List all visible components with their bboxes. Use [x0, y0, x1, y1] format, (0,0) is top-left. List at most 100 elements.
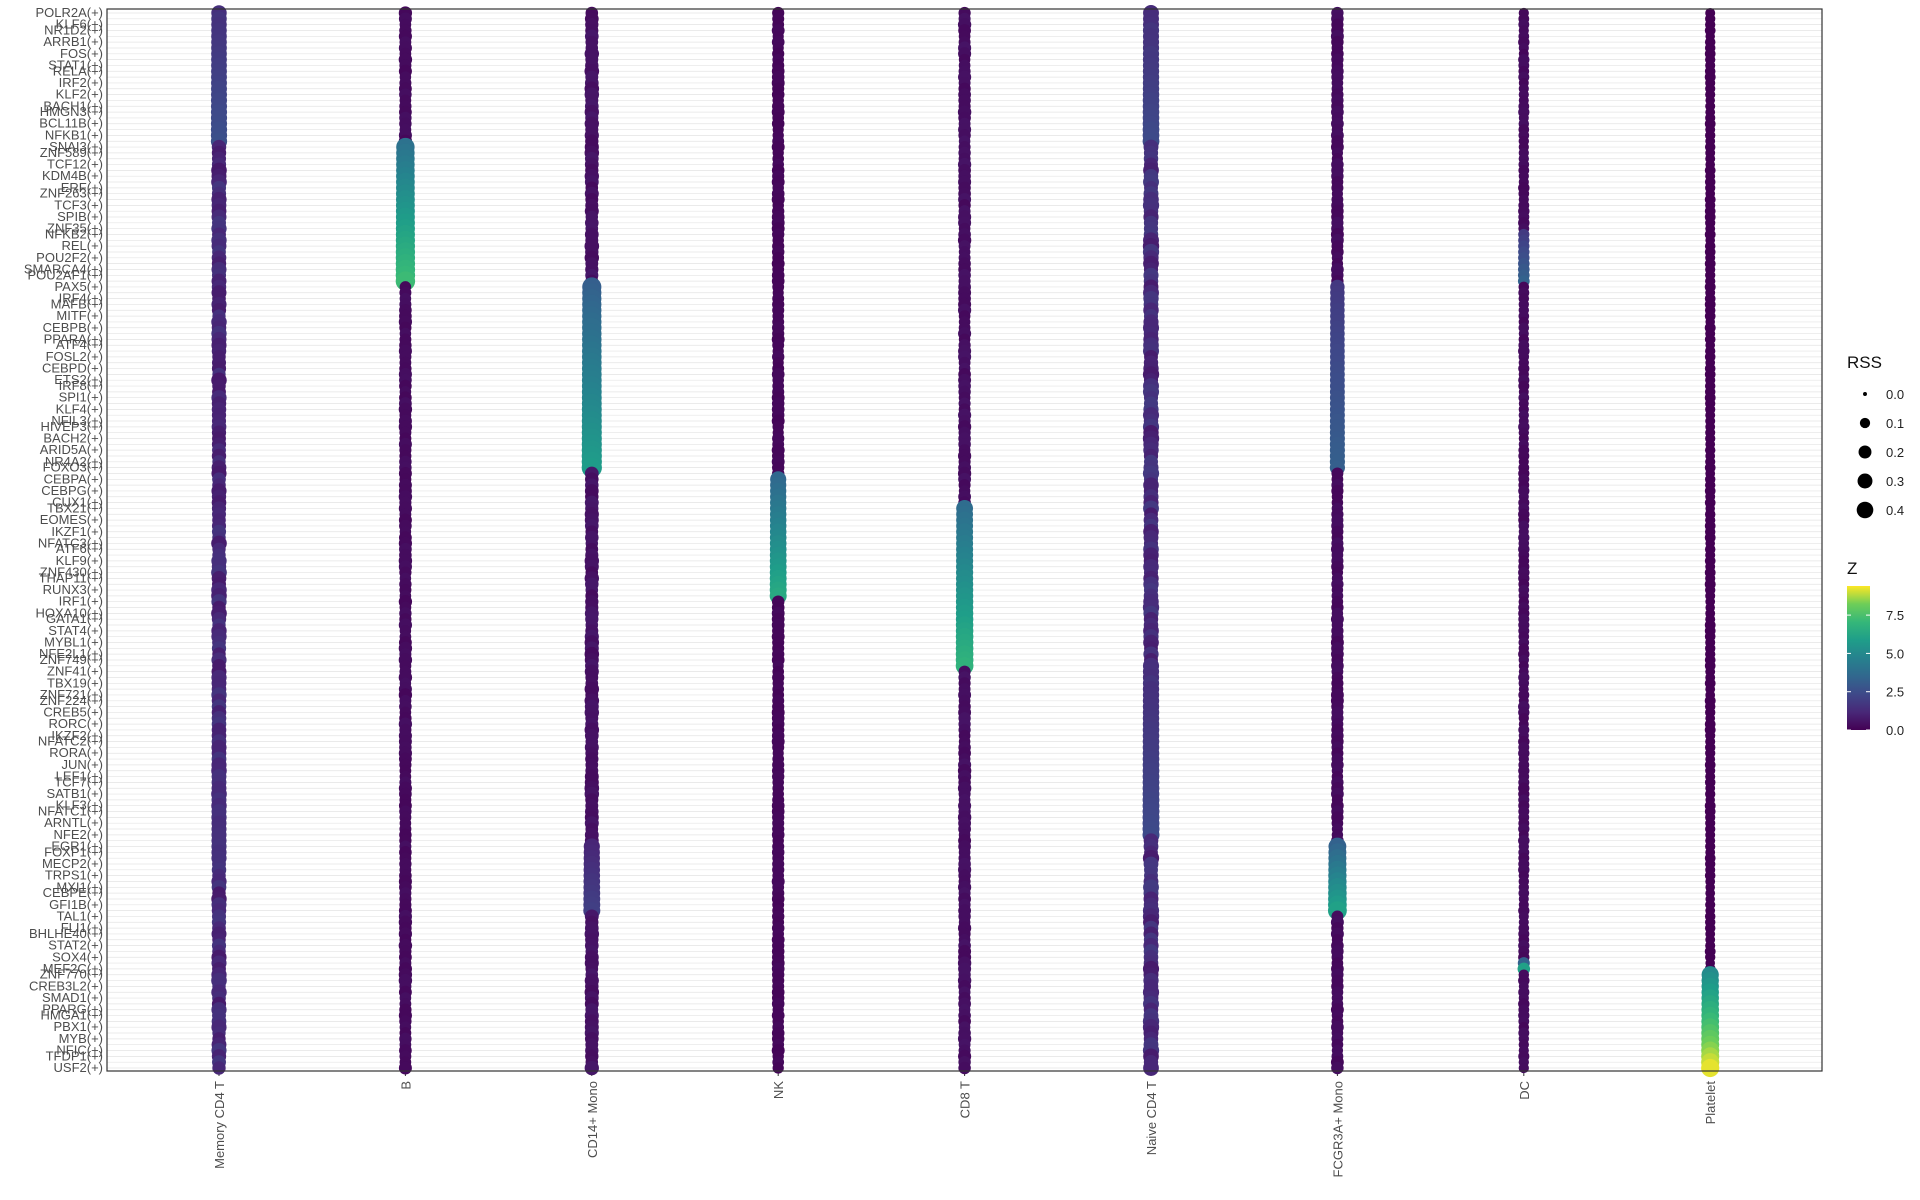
y-tick-label: BACH2(+) [43, 430, 103, 445]
size-legend-label: 0.2 [1886, 445, 1904, 460]
y-tick-label: RORC(+) [48, 716, 103, 731]
y-tick-label: ZNF263(+) [40, 186, 103, 201]
color-legend-title: Z [1847, 559, 1857, 578]
y-tick-label: FOXO3(+) [43, 460, 103, 475]
y-tick-label: NR4A2(+) [45, 454, 103, 469]
color-legend-label: 7.5 [1886, 608, 1904, 623]
y-tick-label: STAT4(+) [48, 623, 103, 638]
y-tick-label: CEBPA(+) [44, 471, 103, 486]
y-tick-label: IRF1(+) [59, 594, 103, 609]
data-point [1518, 1062, 1529, 1074]
data-point [398, 1061, 412, 1075]
panel-border [106, 8, 1823, 1072]
y-tick-label: MXI1(+) [56, 879, 103, 894]
y-tick-label: LEF1(+) [56, 769, 103, 784]
data-point [584, 1060, 599, 1076]
y-tick-label: MYBL1(+) [44, 635, 103, 650]
y-tick-label: POU2AF1(+) [28, 267, 104, 282]
x-tick-label: FCGR3A+ Mono [1330, 1081, 1345, 1177]
y-tick-label: JUN(+) [61, 757, 103, 772]
y-tick-label: ETS2(+) [54, 372, 103, 387]
y-tick-labels: POLR2A(+)KLF6(+)NR1D2(+)ARRB1(+)FOS(+)ST… [24, 5, 103, 1075]
y-tick-label: SNAI3(+) [49, 139, 103, 154]
y-tick-label: RELA(+) [53, 63, 103, 78]
y-tick-label: ZNF224(+) [40, 693, 103, 708]
y-tick-label: ATF4(+) [56, 337, 103, 352]
x-tick-label: Platelet [1703, 1081, 1718, 1125]
y-tick-label: ERF(+) [61, 180, 103, 195]
y-tick-label: ARRB1(+) [43, 34, 103, 49]
y-tick-label: NFE2L1(+) [39, 646, 103, 661]
y-tick-label: KLF6(+) [56, 17, 103, 32]
size-legend-label: 0.3 [1886, 474, 1904, 489]
y-tick-label: BHLHE40(+) [29, 926, 103, 941]
y-tick-label: STAT2(+) [48, 938, 103, 953]
y-tick-label: POU2F2(+) [36, 250, 103, 265]
y-tick-label: FOXP1(+) [44, 844, 103, 859]
y-tick-label: ZNF35(+) [47, 221, 103, 236]
y-tick-label: TAL1(+) [57, 908, 103, 923]
y-tick-label: NFIC(+) [56, 1043, 103, 1058]
y-tick-label: NFATC3(+) [38, 535, 103, 550]
x-tick-label: CD8 T [958, 1081, 973, 1118]
y-tick-label: IRF4(+) [59, 291, 103, 306]
y-tick-label: NFIL3(+) [51, 413, 103, 428]
y-tick-label: GATA1(+) [46, 611, 103, 626]
y-tick-label: STAT1(+) [48, 57, 103, 72]
y-tick-label: NFKB2(+) [45, 226, 103, 241]
y-tick-label: ARID5A(+) [40, 442, 103, 457]
y-tick-label: KDM4B(+) [42, 168, 103, 183]
size-legend: RSS 0.0 0.1 0.2 0.3 0.4 [1847, 353, 1904, 519]
y-tick-label: KLF4(+) [56, 401, 103, 416]
y-tick-label: SPI1(+) [59, 390, 103, 405]
color-legend-label: 5.0 [1886, 646, 1904, 661]
x-tick-labels: Memory CD4 T B CD14+ Mono NK CD8 T Naive CD4 … [212, 1071, 1718, 1177]
data-point [1331, 1061, 1344, 1075]
data-point [212, 1061, 226, 1075]
y-tick-label: IKZF1(+) [51, 524, 103, 539]
y-tick-label: PBX1(+) [54, 1019, 104, 1034]
y-tick-label: RORA(+) [49, 745, 103, 760]
y-tick-label: ZNF589(+) [40, 145, 103, 160]
data-point [958, 1061, 971, 1075]
y-tick-label: MITF(+) [56, 308, 103, 323]
x-tick-label: Naive CD4 T [1144, 1081, 1159, 1155]
y-tick-label: ZNF721(+) [40, 687, 103, 702]
y-tick-label: HMGA1(+) [41, 1008, 103, 1023]
y-tick-label: ARNTL(+) [44, 815, 103, 830]
data-point [772, 1062, 784, 1074]
size-legend-dot [1863, 392, 1867, 396]
y-tick-label: BACH1(+) [43, 98, 103, 113]
y-tick-label: POLR2A(+) [35, 5, 103, 20]
y-tick-label: SOX4(+) [52, 949, 103, 964]
size-legend-dot [1859, 417, 1871, 429]
y-tick-label: EGR1(+) [51, 839, 103, 854]
size-legend-title: RSS [1847, 353, 1882, 372]
y-tick-label: GFI1B(+) [49, 897, 103, 912]
y-tick-label: TBX21(+) [47, 500, 103, 515]
y-tick-label: FOSL2(+) [46, 349, 103, 364]
colorbar [1847, 586, 1870, 730]
y-tick-label: TCF3(+) [54, 197, 103, 212]
size-legend-label: 0.1 [1886, 416, 1904, 431]
size-legend-dot [1858, 445, 1872, 459]
color-legend-label: 0.0 [1886, 723, 1904, 738]
y-tick-label: FLI1(+) [61, 920, 103, 935]
y-tick-label: CEBPE(+) [43, 885, 103, 900]
size-legend-label: 0.4 [1886, 503, 1904, 518]
y-tick-label: TBX19(+) [47, 675, 103, 690]
y-tick-label: THAP11(+) [39, 570, 103, 585]
y-tick-label: CEBPD(+) [42, 361, 103, 376]
y-tick-label: HIVEP3(+) [41, 419, 104, 434]
size-legend-label: 0.0 [1886, 387, 1904, 402]
y-tick-label: NFATC1(+) [38, 804, 103, 819]
y-tick-label: HOXA10(+) [35, 605, 103, 620]
y-tick-label: ZNF41(+) [47, 664, 103, 679]
y-tick-label: SMARCA4(+) [24, 261, 103, 276]
y-tick-label: IKZF2(+) [51, 728, 103, 743]
y-tick-label: CREB5(+) [43, 704, 103, 719]
y-tick-label: MAFB(+) [51, 296, 103, 311]
color-legend: Z 0.0 2.5 5.0 7.5 [1847, 559, 1904, 738]
y-tick-label: HMGN3(+) [40, 104, 103, 119]
